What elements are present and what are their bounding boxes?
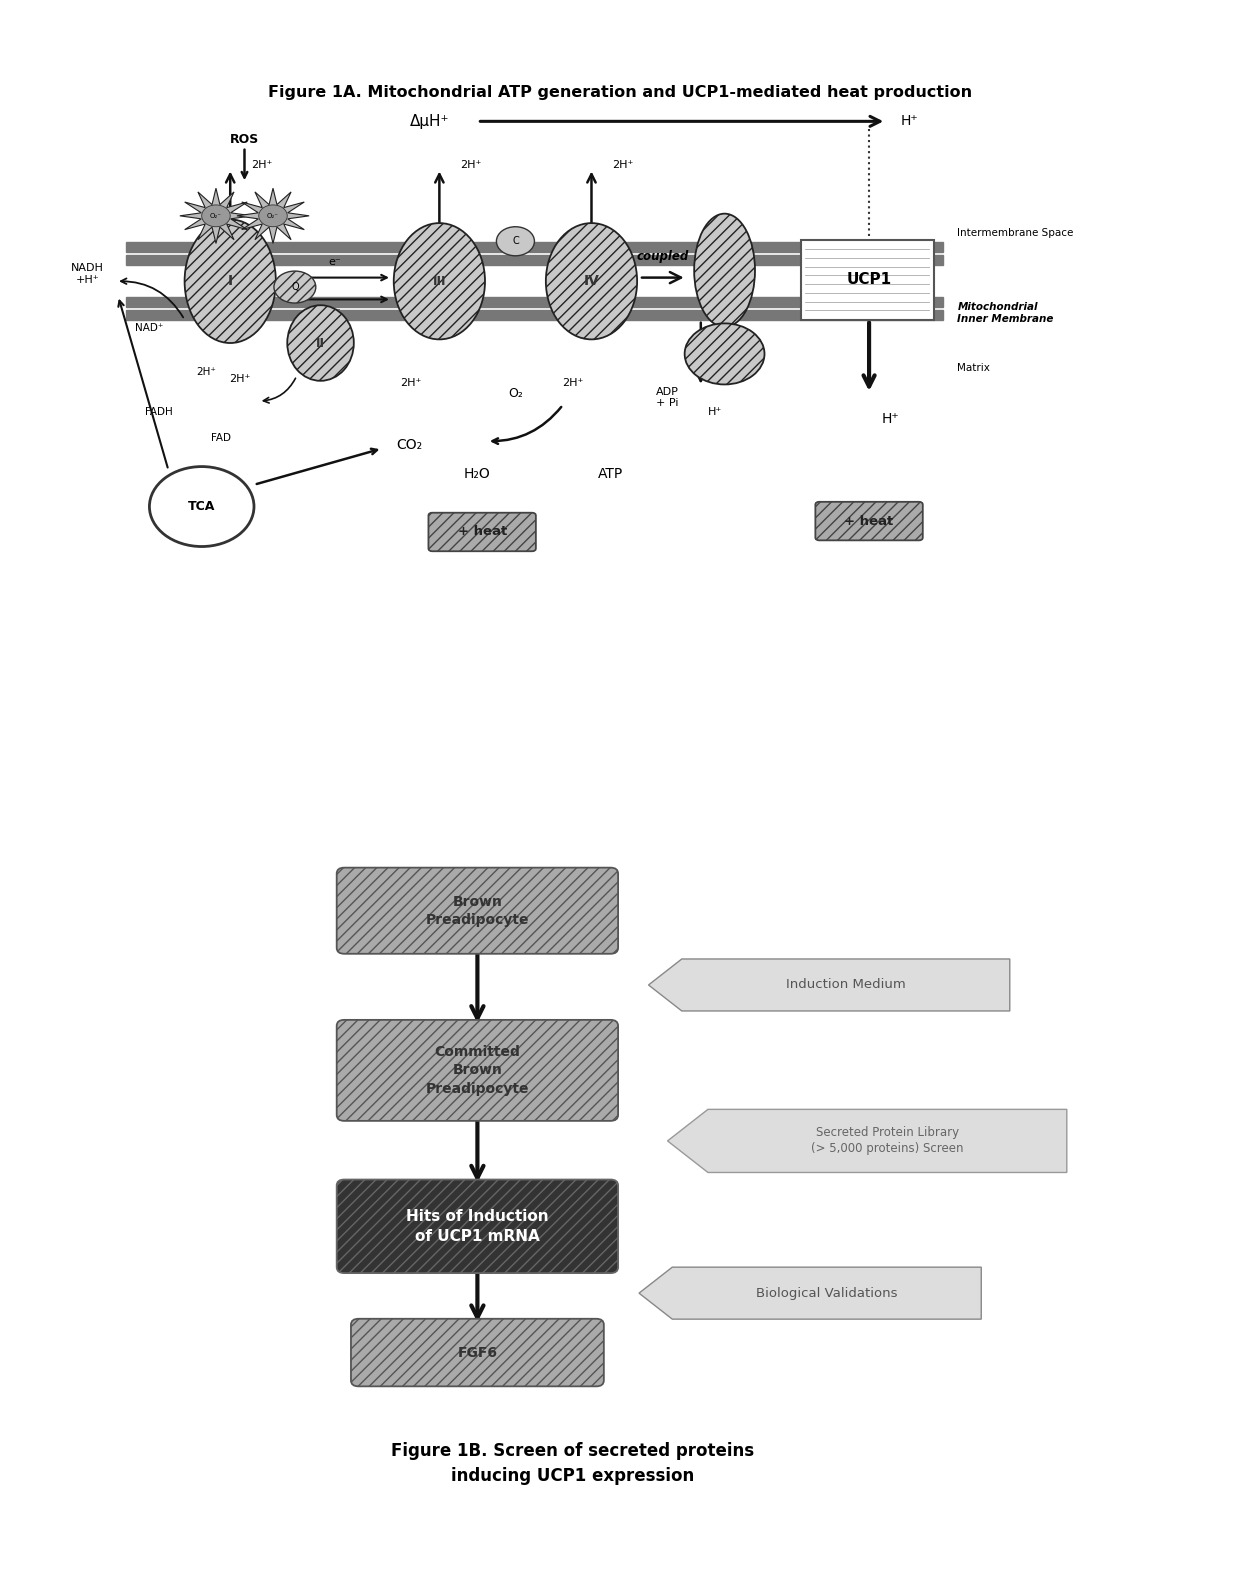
Text: + heat: + heat [458,526,507,539]
Text: ROS: ROS [229,133,259,145]
Text: 2H⁺: 2H⁺ [613,160,634,171]
Text: Figure 1B. Screen of secreted proteins
inducing UCP1 expression: Figure 1B. Screen of secreted proteins i… [391,1443,754,1485]
Polygon shape [649,959,1009,1011]
Text: Brown
Preadipocyte: Brown Preadipocyte [425,894,529,927]
Text: O₂: O₂ [508,387,523,400]
Circle shape [150,466,254,547]
Text: ATP: ATP [598,466,624,480]
Text: Biological Validations: Biological Validations [756,1286,898,1300]
Text: O₂⁻: O₂⁻ [267,213,279,218]
Text: H⁺: H⁺ [900,114,918,128]
Text: IV: IV [584,275,599,288]
Ellipse shape [394,223,485,340]
Ellipse shape [694,213,755,327]
FancyBboxPatch shape [351,1319,604,1386]
Text: ADP
+ Pi: ADP + Pi [656,387,680,408]
Text: H⁺: H⁺ [882,412,899,427]
Polygon shape [667,1109,1066,1172]
Text: III: III [433,275,446,288]
Polygon shape [639,1267,981,1319]
Text: CO₂: CO₂ [397,438,423,452]
Text: Committed
Brown
Preadipocyte: Committed Brown Preadipocyte [425,1044,529,1097]
Circle shape [259,205,288,226]
FancyBboxPatch shape [337,867,618,954]
Ellipse shape [185,220,275,343]
Bar [801,240,934,319]
Text: 2H⁺: 2H⁺ [196,367,217,378]
Text: O₂⁻: O₂⁻ [210,213,222,218]
FancyBboxPatch shape [337,1180,618,1273]
Polygon shape [180,188,252,243]
Bar [125,310,944,319]
Bar [125,297,944,307]
Text: C: C [512,237,518,246]
Polygon shape [237,188,309,243]
Text: Q: Q [291,283,299,292]
Text: Secreted Protein Library
(> 5,000 proteins) Screen: Secreted Protein Library (> 5,000 protei… [811,1127,963,1155]
Text: e⁻: e⁻ [329,307,341,316]
FancyBboxPatch shape [429,514,536,551]
Text: FADH: FADH [145,408,172,417]
Ellipse shape [288,305,353,381]
Circle shape [274,272,316,303]
Text: 2H⁺: 2H⁺ [229,374,250,384]
Text: ΔμH⁺: ΔμH⁺ [409,114,449,130]
Text: 2H⁺: 2H⁺ [252,160,273,171]
Text: 2H⁺: 2H⁺ [401,378,422,389]
Text: e⁻: e⁻ [329,256,341,267]
Text: Intermembrane Space: Intermembrane Space [957,228,1074,239]
Text: coupled: coupled [636,250,689,264]
Text: I: I [228,275,233,288]
Text: Hits of Induction
of UCP1 mRNA: Hits of Induction of UCP1 mRNA [405,1209,549,1243]
Text: 2H⁺: 2H⁺ [562,378,583,389]
Ellipse shape [546,223,637,340]
Text: Induction Medium: Induction Medium [786,978,905,992]
Text: Figure 1A. Mitochondrial ATP generation and UCP1-mediated heat production: Figure 1A. Mitochondrial ATP generation … [268,85,972,100]
Text: Matrix: Matrix [957,363,991,373]
Text: FGF6: FGF6 [458,1346,497,1359]
Text: II: II [316,337,325,349]
Bar [125,242,944,253]
Text: Mitochondrial
Inner Membrane: Mitochondrial Inner Membrane [957,302,1054,324]
FancyBboxPatch shape [816,502,923,540]
FancyBboxPatch shape [337,1019,618,1120]
Text: H⁺: H⁺ [708,408,722,417]
Text: UCP1: UCP1 [847,272,892,288]
Text: FAD: FAD [211,433,231,442]
Bar [125,254,944,265]
Ellipse shape [684,324,765,384]
Text: NADH
+H⁺: NADH +H⁺ [71,264,104,284]
Text: NAD⁺: NAD⁺ [135,324,164,333]
Circle shape [496,226,534,256]
Text: + heat: + heat [844,515,894,528]
Circle shape [202,205,231,226]
Text: 2H⁺: 2H⁺ [460,160,481,171]
Text: H₂O: H₂O [464,466,491,480]
Text: TCA: TCA [188,499,216,514]
